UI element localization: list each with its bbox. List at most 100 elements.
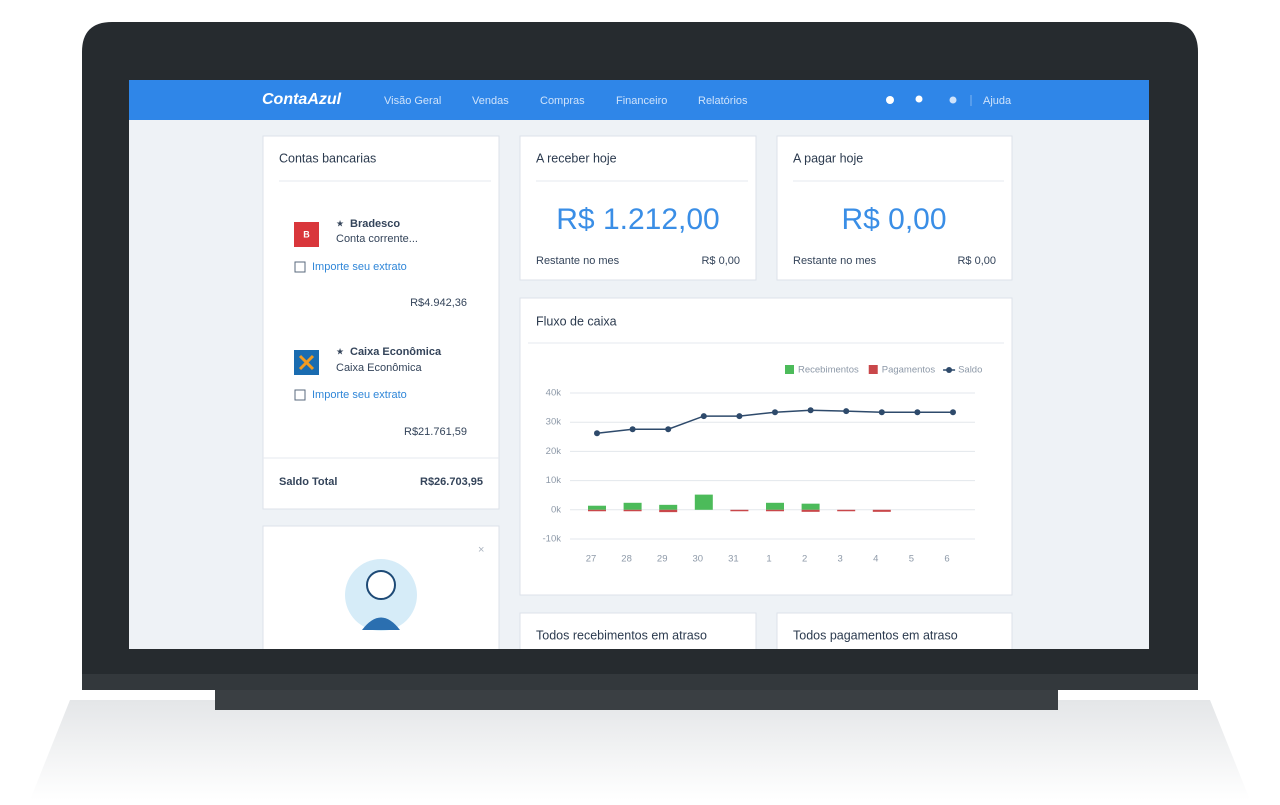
card-title: Todos recebimentos em atraso (536, 628, 707, 642)
x-tick-label: 29 (657, 554, 668, 565)
amount: R$ 0,00 (841, 203, 946, 236)
nav-icons (886, 95, 957, 104)
chart-title: Fluxo de caixa (536, 314, 617, 328)
y-tick-label: 40k (546, 388, 562, 399)
y-tick-label: 30k (546, 417, 562, 428)
chart: -10k 0k 10k 20k 30k 40k 27 28 29 30 31 1 2 3 4 5 6 Recebi… (543, 365, 983, 565)
card-title: A receber hoje (536, 151, 617, 165)
point (736, 413, 743, 420)
bank-type: Caixa Econômica (336, 362, 422, 374)
bar (801, 503, 820, 510)
nav-item[interactable]: Visão Geral (384, 95, 441, 107)
y-tick-label: 0k (551, 504, 561, 515)
settings-icon[interactable] (949, 96, 957, 104)
x-tick-label: 1 (766, 554, 771, 565)
bar (694, 494, 713, 510)
y-tick-label: 20k (546, 446, 562, 457)
cashflow-card (519, 297, 1013, 596)
avatar-face (366, 570, 396, 600)
bar (766, 509, 784, 512)
total-value: R$26.703,95 (420, 476, 483, 488)
point (594, 430, 600, 437)
star: ★ (336, 218, 344, 228)
hinge (215, 690, 1058, 710)
bar (588, 505, 606, 510)
avatar-body (362, 617, 400, 630)
card-title: A pagar hoje (793, 151, 863, 165)
brand[interactable]: ContaAzul (262, 91, 342, 108)
receivable-card (519, 135, 757, 281)
import-link[interactable]: Importe seu extrato (312, 261, 407, 273)
overdue-receipts-card (519, 612, 757, 649)
bank-balance: R$21.761,59 (404, 426, 467, 438)
import-icon (294, 389, 306, 401)
close-button[interactable]: × (478, 544, 484, 556)
remaining-value: R$ 0,00 (957, 255, 996, 267)
card-title: Todos pagamentos em atraso (793, 628, 958, 642)
point (807, 407, 814, 414)
bar (872, 509, 891, 512)
bar (837, 509, 856, 512)
payable-card (776, 135, 1013, 281)
share-icon[interactable] (886, 96, 894, 104)
remaining-value: R$ 0,00 (701, 255, 740, 267)
nav-item[interactable]: Financeiro (616, 95, 667, 107)
point (843, 408, 850, 415)
legend-label: Recebimentos (798, 365, 859, 376)
point (878, 409, 885, 416)
legend-marker (946, 367, 953, 373)
bank-balance: R$4.942,36 (410, 297, 467, 309)
bar (659, 509, 678, 513)
x-tick-label: 4 (873, 554, 878, 565)
nav-item[interactable]: Vendas (472, 95, 509, 107)
nav-item[interactable]: Compras (540, 95, 585, 107)
bank-logo (294, 222, 319, 247)
help-link[interactable]: Ajuda (983, 95, 1012, 107)
overdue-payments-card (776, 612, 1013, 649)
bar (801, 509, 820, 512)
star: ★ (336, 346, 344, 356)
y-tick-label: 10k (546, 475, 562, 486)
card-title: Contas bancarias (279, 151, 376, 165)
y-tick-label: -10k (543, 534, 562, 545)
user-icon[interactable] (915, 95, 923, 103)
remaining-label: Restante no mes (536, 255, 620, 267)
import-icon (294, 261, 306, 273)
legend-label: Saldo (958, 365, 982, 376)
x-tick-label: 31 (728, 554, 739, 565)
bar (623, 502, 642, 510)
import-link[interactable]: Importe seu extrato (312, 389, 407, 401)
bar (623, 509, 642, 512)
caixa-mark (298, 354, 315, 371)
x-tick-label: 3 (838, 554, 843, 565)
amount: R$ 1.212,00 (556, 203, 719, 236)
bank-name: Caixa Econômica (350, 346, 442, 358)
bank-name: Bradesco (350, 218, 400, 230)
point (950, 409, 956, 416)
x-tick-label: 2 (802, 554, 807, 565)
point (700, 413, 707, 420)
point (772, 409, 778, 416)
accounts-card (262, 135, 500, 510)
legend-swatch (868, 365, 878, 374)
remaining-label: Restante no mes (793, 255, 877, 267)
bar (659, 504, 678, 510)
bezel-bottom (82, 674, 1198, 690)
legend-label: Pagamentos (882, 365, 936, 376)
bar (588, 509, 606, 512)
point (665, 426, 672, 433)
x-tick-label: 30 (693, 554, 704, 565)
bank-badge: B (303, 229, 310, 239)
bank-type: Conta corrente... (336, 233, 418, 245)
screen: ContaAzul Visão Geral Vendas Compras Fin… (129, 80, 1149, 649)
x-tick-label: 6 (944, 554, 949, 565)
bar (730, 509, 749, 512)
x-tick-label: 5 (909, 554, 914, 565)
laptop-base (30, 700, 1250, 800)
x-tick-label: 28 (621, 554, 632, 565)
bar (766, 502, 784, 510)
legend-swatch (785, 365, 794, 374)
nav-item[interactable]: Relatórios (698, 95, 748, 107)
